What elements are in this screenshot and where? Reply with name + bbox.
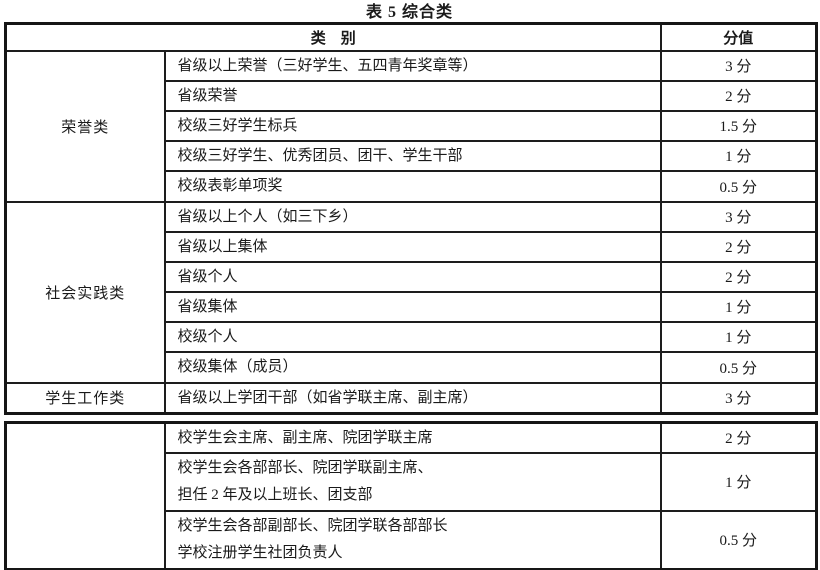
score-cell: 0.5 分 (659, 169, 818, 203)
item-text: 校级集体（成员） (177, 359, 298, 375)
item-cell: 校级集体（成员） (163, 350, 662, 384)
item-cell: 校级表彰单项奖 (163, 169, 662, 203)
table-row: 校学生会各部部长、院团学联副主席、 担任 2 年及以上班长、团支部 1 分 (6, 451, 818, 512)
table-row: 省级荣誉 2 分 (6, 79, 818, 112)
group-cell-honor: 荣誉类 (4, 49, 166, 203)
item-text: 校级三好学生标兵 (177, 117, 298, 134)
table-row: 校级个人 1 分 (6, 320, 818, 353)
table-row: 校学生会各部副部长、院团学联各部部长 学校注册学生社团负责人 0.5 分 (6, 509, 818, 570)
score-cell: 1 分 (659, 139, 818, 172)
item-cell: 校级三好学生标兵 (163, 109, 662, 142)
group-cell-student-work: 学生工作类 (4, 381, 166, 414)
table-row: 校级三好学生标兵 1.5 分 (6, 109, 818, 142)
item-cell: 校级个人 (163, 320, 662, 353)
item-cell: 省级以上荣誉（三好学生、五四青年奖章等） (163, 49, 662, 82)
score-cell: 1 分 (659, 451, 818, 512)
item-text: 省级以上学团干部（如省学联主席、副主席） (177, 389, 478, 406)
column-header-score: 分值 (659, 22, 818, 52)
score-cell: 3 分 (659, 381, 818, 414)
item-text: 省级荣誉 (177, 87, 238, 104)
table-row: 校学生会主席、副主席、院团学联主席 2 分 (4, 421, 818, 570)
item-cell: 省级以上集体 (163, 230, 662, 263)
table-row: 荣誉类 省级以上荣誉（三好学生、五四青年奖章等） 3 分 (4, 49, 818, 203)
item-text: 省级个人 (177, 268, 238, 285)
item-text: 校学生会各部副部长、院团学联各部部长 (177, 517, 448, 534)
score-cell: 0.5 分 (659, 509, 818, 570)
item-cell: 省级以上学团干部（如省学联主席、副主席） (163, 381, 662, 414)
score-cell: 1 分 (659, 320, 818, 353)
item-cell: 省级荣誉 (163, 79, 662, 112)
table-row: 社会实践类 省级以上个人（如三下乡） 3 分 (4, 200, 818, 384)
item-text: 校级个人 (177, 328, 238, 345)
item-text: 校学生会各部部长、院团学联副主席、 (177, 459, 433, 476)
table-row: 校级集体（成员） 0.5 分 (6, 350, 818, 384)
table-row: 学生工作类 省级以上学团干部（如省学联主席、副主席） 3 分 (4, 381, 818, 414)
bottom-table: 校学生会主席、副主席、院团学联主席 2 分 校学生会各部部长、院团学联副主席、 … (4, 420, 818, 570)
item-text: 校学生会主席、副主席、院团学联主席 (177, 429, 433, 446)
item-text: 省级以上荣誉（三好学生、五四青年奖章等） (177, 57, 478, 74)
item-cell: 校学生会主席、副主席、院团学联主席 (163, 421, 662, 454)
main-table: 类 别 分值 荣誉类 省级以上荣誉（三好学生、五四青年奖章等） 3 分 省级荣誉… (4, 22, 819, 415)
item-text: 校级三好学生、优秀团员、团干、学生干部 (177, 147, 463, 164)
table-row: 省级以上集体 2 分 (6, 230, 818, 263)
item-cell: 校级三好学生、优秀团员、团干、学生干部 (163, 139, 662, 172)
header-row: 类 别 分值 (4, 22, 818, 52)
item-text: 校级表彰单项奖 (177, 178, 283, 194)
table-row: 省级个人 2 分 (6, 260, 818, 293)
item-cell: 省级个人 (163, 260, 662, 293)
table-row: 校级三好学生、优秀团员、团干、学生干部 1 分 (6, 139, 818, 172)
column-header-category: 类 别 (4, 22, 662, 52)
score-cell: 2 分 (659, 421, 818, 454)
item-text: 省级以上个人（如三下乡） (177, 208, 358, 225)
item-text: 学校注册学生社团负责人 (177, 544, 343, 561)
score-cell: 1.5 分 (659, 109, 818, 142)
item-cell: 校学生会各部副部长、院团学联各部部长 学校注册学生社团负责人 (163, 509, 662, 570)
item-text: 省级集体 (177, 298, 238, 315)
group-cell-empty (4, 421, 166, 570)
table-row: 省级集体 1 分 (6, 290, 818, 323)
item-cell: 省级集体 (163, 290, 662, 323)
score-cell: 2 分 (659, 260, 818, 293)
score-cell: 2 分 (659, 230, 818, 263)
table-title: 表 5 综合类 (365, 4, 453, 21)
item-text: 省级以上集体 (177, 238, 268, 255)
score-cell: 0.5 分 (659, 350, 818, 384)
item-cell: 省级以上个人（如三下乡） (163, 200, 662, 233)
score-cell: 3 分 (659, 49, 818, 82)
score-cell: 1 分 (659, 290, 818, 323)
table-row: 校级表彰单项奖 0.5 分 (6, 169, 818, 203)
group-cell-social-practice: 社会实践类 (4, 200, 166, 384)
item-text: 担任 2 年及以上班长、团支部 (177, 486, 373, 503)
score-cell: 2 分 (659, 79, 818, 112)
score-cell: 3 分 (659, 200, 818, 233)
item-cell: 校学生会各部部长、院团学联副主席、 担任 2 年及以上班长、团支部 (163, 451, 662, 512)
